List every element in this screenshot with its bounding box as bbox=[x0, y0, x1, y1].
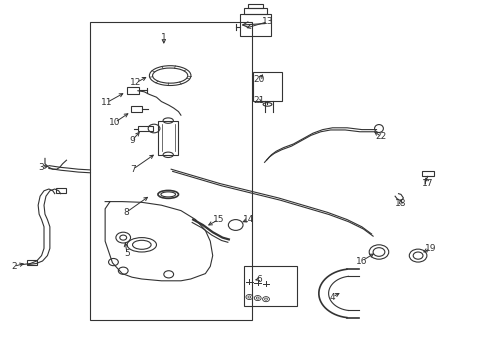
Text: 16: 16 bbox=[355, 256, 367, 266]
Text: 17: 17 bbox=[421, 179, 433, 188]
Bar bbox=[248, 4, 262, 8]
Bar bbox=[90, 22, 251, 320]
Text: 5: 5 bbox=[124, 249, 130, 258]
Text: 19: 19 bbox=[424, 244, 435, 253]
Bar bbox=[239, 14, 271, 36]
Text: 21: 21 bbox=[253, 96, 264, 105]
Text: 14: 14 bbox=[242, 215, 254, 224]
Bar bbox=[56, 188, 66, 193]
Text: 22: 22 bbox=[375, 132, 386, 141]
Bar bbox=[127, 87, 139, 94]
Text: 10: 10 bbox=[109, 118, 121, 127]
Text: 13: 13 bbox=[262, 17, 273, 26]
Text: 12: 12 bbox=[130, 78, 142, 87]
Text: 3: 3 bbox=[39, 163, 44, 172]
Text: 18: 18 bbox=[394, 199, 406, 208]
Text: 4: 4 bbox=[329, 292, 335, 302]
Bar bbox=[252, 72, 282, 101]
Bar bbox=[244, 8, 266, 14]
Bar bbox=[243, 266, 297, 306]
Text: 11: 11 bbox=[101, 98, 112, 107]
Bar bbox=[131, 106, 142, 112]
Text: 6: 6 bbox=[256, 275, 262, 284]
Text: 20: 20 bbox=[253, 75, 264, 84]
Bar bbox=[138, 126, 153, 131]
Text: 9: 9 bbox=[129, 136, 135, 145]
Bar bbox=[421, 171, 433, 176]
Text: 2: 2 bbox=[11, 262, 17, 271]
Text: 7: 7 bbox=[130, 165, 136, 174]
Text: 8: 8 bbox=[123, 208, 129, 217]
Bar bbox=[27, 260, 37, 265]
Bar bbox=[158, 121, 178, 155]
Text: 15: 15 bbox=[212, 215, 224, 224]
Text: 1: 1 bbox=[161, 33, 166, 42]
